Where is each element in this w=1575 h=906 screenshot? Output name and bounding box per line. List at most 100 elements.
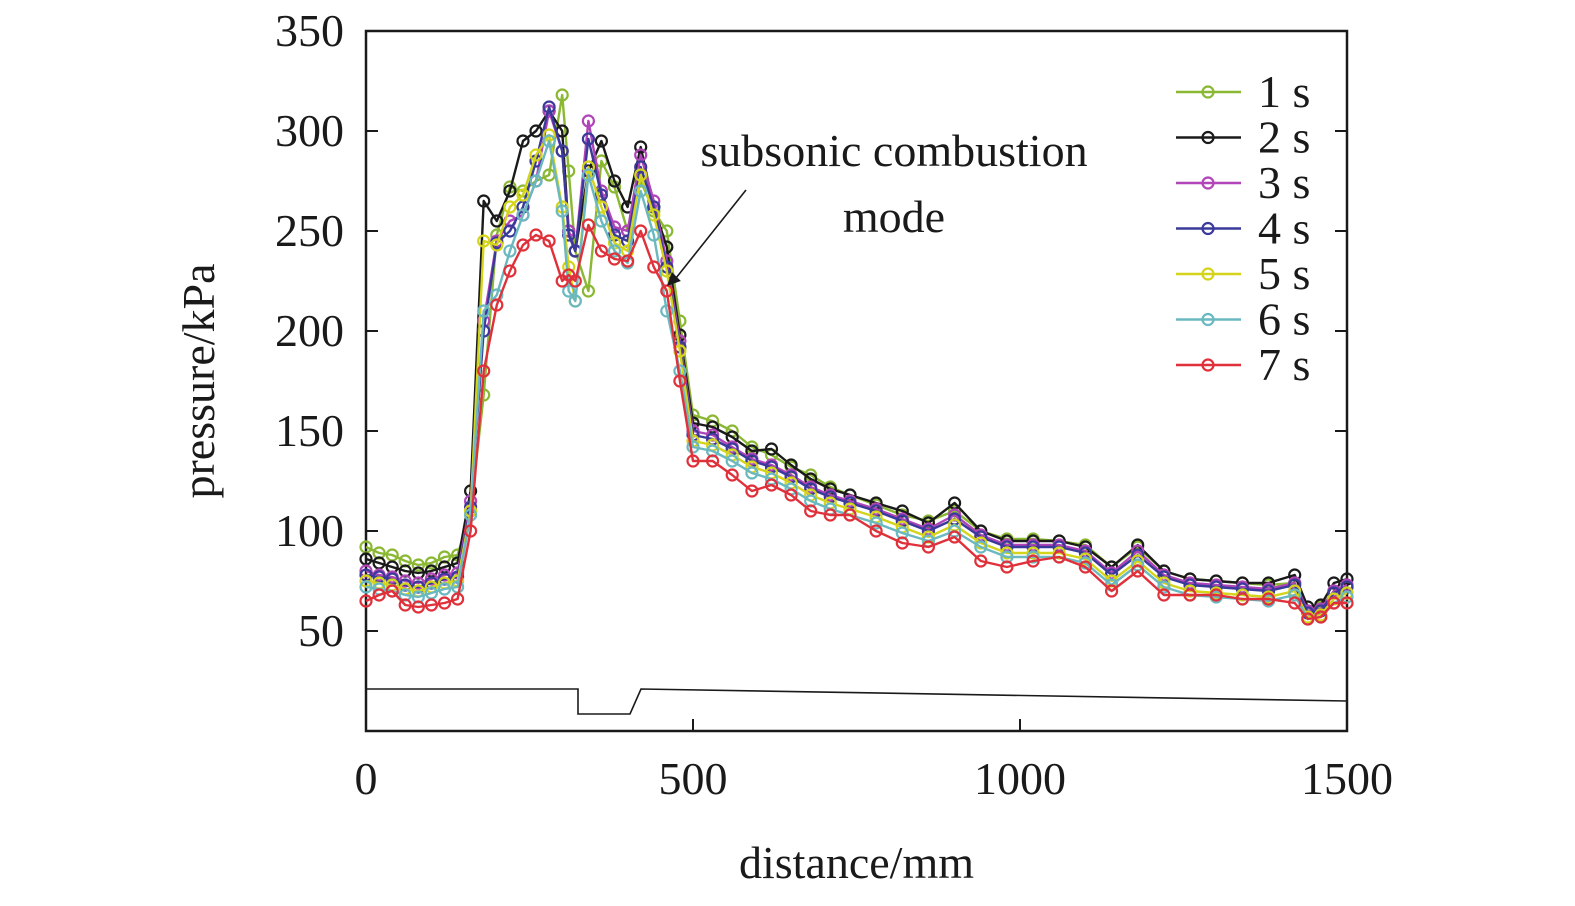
data-point [529,148,543,162]
legend-swatch-marker [1201,358,1215,372]
data-point [745,466,759,480]
annotation-arrow-head [666,272,681,286]
legend-label: 6 s [1258,294,1310,345]
data-point [594,214,609,228]
data-point [542,134,556,148]
data-point [607,252,622,266]
data-point [411,600,425,614]
data-point [359,574,373,588]
x-tick-label: 0 [355,753,378,804]
data-point [1157,580,1171,594]
data-point [555,88,569,102]
data-point [804,504,818,518]
data-point [477,304,491,318]
data-point [1000,546,1014,560]
data-point [634,224,648,238]
data-point [1314,610,1328,624]
data-point [764,442,779,456]
y-tick-label: 350 [275,5,344,56]
data-point [398,574,412,588]
data-point [359,580,373,594]
y-tick-label: 300 [275,105,344,156]
data-point [1261,592,1276,606]
legend-label: 2 s [1258,112,1310,163]
data-point [542,104,556,118]
legend-item-4-s: 4 s [1176,203,1310,254]
data-point [581,218,596,232]
data-point [1104,584,1119,598]
x-axis-title: distance/mm [739,837,974,888]
legend-item-5-s: 5 s [1176,248,1310,299]
data-point [464,524,478,538]
data-point [581,284,596,298]
data-point [725,454,739,468]
data-point [705,454,720,468]
legend-label: 3 s [1258,157,1310,208]
data-point [594,200,609,214]
plot-frame [364,29,1349,733]
data-point [1288,596,1302,610]
legend-swatch-marker [1201,267,1215,281]
legend-swatch-marker [1201,85,1215,99]
legend-item-7-s: 7 s [1176,339,1310,390]
data-point [542,100,556,114]
data-point [745,484,759,498]
data-point [411,576,425,590]
data-point [555,204,569,218]
x-tick-label: 1000 [974,753,1066,804]
data-point [1052,546,1066,560]
data-point [1288,588,1302,602]
data-point [542,234,556,248]
x-tick-label: 1500 [1301,753,1393,804]
data-point [437,568,452,582]
data-point [503,200,517,214]
combustor-geometry [366,688,1348,715]
data-point [503,264,517,278]
data-point [1327,596,1341,610]
annotation-arrow-shaft [672,189,747,283]
data-point [568,274,582,288]
data-point [490,238,504,252]
data-point [1052,550,1066,564]
legend-swatch-marker [1201,176,1215,190]
data-point [424,556,438,570]
data-point [594,134,609,148]
data-point [490,214,504,228]
data-point [764,478,779,492]
data-point [647,228,661,242]
data-point [634,160,648,174]
data-point [581,160,596,174]
annotation: subsonic combustion mode [666,125,1088,286]
legend-swatch-marker [1201,312,1215,327]
data-point [660,304,674,318]
data-point [895,536,909,550]
data-point [437,582,452,596]
data-point [555,144,569,158]
data-point [372,588,386,602]
data-point [1026,550,1040,564]
legend-item-2-s: 2 s [1176,112,1310,163]
data-point [1000,560,1014,574]
data-point [634,168,648,182]
data-point [516,188,530,202]
data-point [437,596,452,610]
data-point [1131,564,1145,578]
data-point [974,554,988,568]
data-point [660,264,674,278]
data-point [1235,588,1250,602]
axes-layer: 50 100 150 200 250 300 350 0 500 1000 1500 distance… [173,5,1393,888]
data-point [411,558,425,572]
series-line-7-s [365,223,1347,621]
data-point [424,598,438,612]
data-point [503,244,517,258]
legend-label: 1 s [1258,66,1310,117]
annotation-line-1: subsonic combustion [700,125,1087,176]
legend-item-1-s: 1 s [1176,66,1310,117]
data-point [529,174,543,188]
y-tick-label: 200 [275,305,344,356]
data-point [1209,588,1223,602]
legend: 1 s2 s3 s4 s5 s6 s7 s [1176,66,1310,390]
data-point [529,228,543,242]
data-point [1235,592,1250,606]
